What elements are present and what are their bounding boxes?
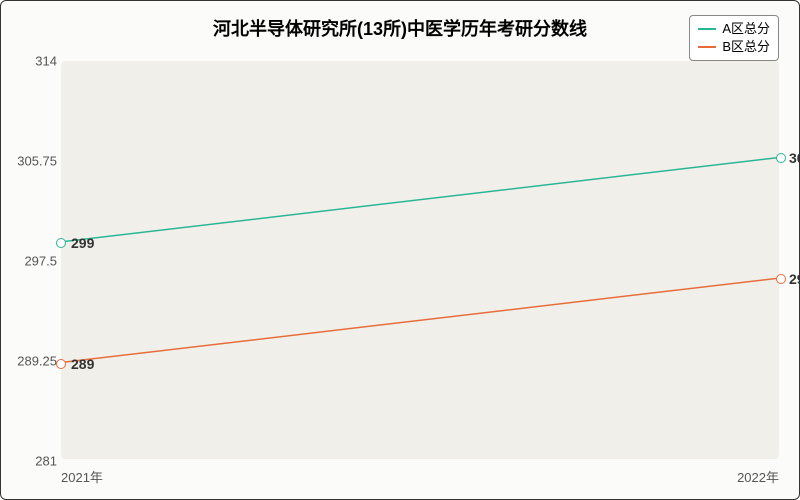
- series-line: [61, 157, 779, 241]
- x-tick-label: 2021年: [61, 467, 103, 486]
- legend-swatch-b: [698, 46, 716, 48]
- data-marker: [56, 359, 66, 369]
- x-tick-label: 2022年: [737, 467, 779, 486]
- y-tick-label: 297.5: [9, 254, 57, 269]
- line-layer: [61, 61, 779, 459]
- plot-area: [61, 61, 779, 459]
- y-tick-label: 281: [9, 454, 57, 469]
- data-marker: [776, 153, 786, 163]
- data-marker: [776, 274, 786, 284]
- y-tick-label: 289.25: [9, 354, 57, 369]
- chart-container: 河北半导体研究所(13所)中医学历年考研分数线 A区总分 B区总分 281 289…: [0, 0, 800, 500]
- series-line: [61, 278, 779, 362]
- data-marker: [56, 238, 66, 248]
- data-label: 306: [789, 150, 800, 166]
- legend-item-a: A区总分: [698, 20, 770, 38]
- legend-swatch-a: [698, 28, 716, 30]
- legend: A区总分 B区总分: [689, 15, 779, 61]
- gridline: [61, 461, 779, 462]
- y-tick-label: 314: [9, 54, 57, 69]
- y-tick-label: 305.75: [9, 154, 57, 169]
- chart-title: 河北半导体研究所(13所)中医学历年考研分数线: [213, 15, 587, 41]
- legend-item-b: B区总分: [698, 38, 770, 56]
- legend-label-a: A区总分: [722, 20, 770, 38]
- data-label: 296: [789, 271, 800, 287]
- data-label: 289: [71, 356, 94, 372]
- legend-label-b: B区总分: [722, 38, 770, 56]
- data-label: 299: [71, 235, 94, 251]
